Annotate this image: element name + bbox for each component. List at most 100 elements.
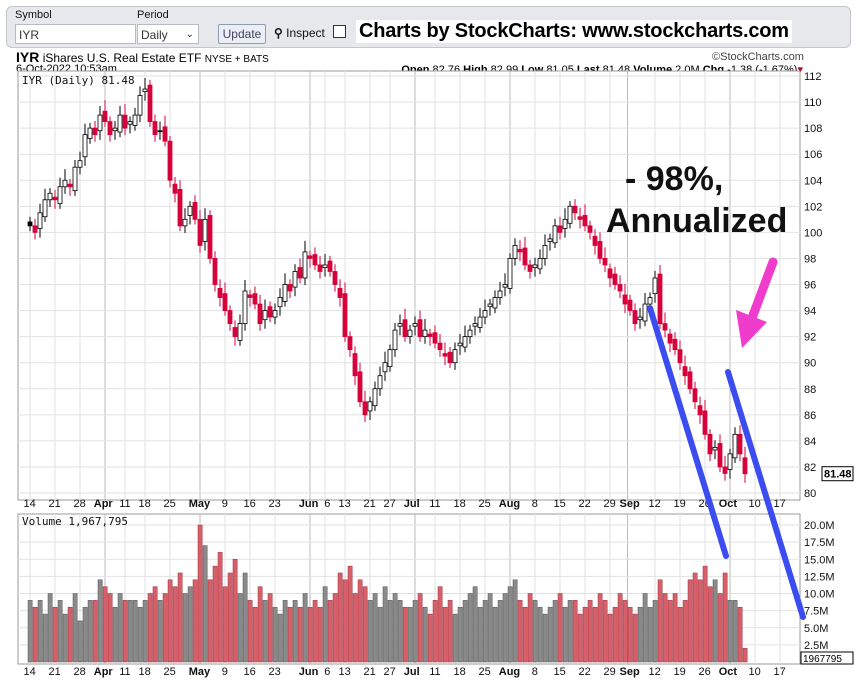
volume-bar [97, 579, 103, 663]
x-tick-label: 25 [164, 666, 176, 678]
candle-body [107, 121, 113, 136]
volume-bar [412, 600, 418, 663]
volume-tick-label: 12.5M [804, 571, 835, 583]
candle-body [252, 293, 258, 305]
volume-legend: Volume 1,967,795 [22, 515, 128, 528]
volume-bar [112, 606, 118, 663]
symbol-input[interactable]: IYR [15, 24, 136, 44]
volume-bar [527, 593, 533, 663]
volume-tick-label: 10.0M [804, 589, 835, 601]
toolbar: Symbol IYR Period Daily ⌄ Update ⚲ Inspec… [6, 6, 851, 48]
volume-bar [712, 579, 718, 663]
x-tick-label: Apr [94, 666, 114, 678]
volume-bar [702, 565, 708, 663]
candle-body [262, 310, 268, 321]
volume-bar [432, 600, 438, 663]
volume-bar [672, 593, 678, 663]
volume-tick-label: 7.5M [804, 606, 828, 618]
y-tick-label: 84 [804, 436, 816, 448]
candle-body [287, 284, 293, 292]
x-tick-label: Apr [94, 498, 114, 510]
inspect-label: Inspect [286, 26, 325, 40]
candle-body [232, 327, 238, 338]
candle-body [502, 284, 508, 288]
y-tick-label: 86 [804, 410, 816, 422]
candle-body [562, 218, 568, 229]
volume-bar [607, 613, 613, 663]
candle-body [122, 114, 128, 129]
x-tick-label: 6 [324, 666, 330, 678]
last-price-tag: 81.48 [824, 469, 852, 481]
volume-bar [207, 579, 213, 663]
volume-bar [242, 572, 248, 663]
volume-bar [192, 579, 198, 663]
x-tick-label: May [189, 666, 211, 678]
x-tick-label: 23 [269, 498, 281, 510]
x-tick-label: 16 [244, 666, 256, 678]
volume-bar [597, 593, 603, 663]
volume-bar [67, 606, 73, 663]
candle-body [702, 410, 708, 435]
y-tick-label: 94 [804, 306, 816, 318]
candle-body [497, 290, 503, 298]
volume-bar [257, 586, 263, 663]
candle-body [97, 114, 103, 132]
price-legend: IYR (Daily) 81.48 [22, 74, 135, 87]
x-tick-label: Jul [404, 666, 420, 678]
inspect-toggle[interactable]: ⚲ Inspect [274, 26, 325, 40]
candle-body [647, 297, 653, 305]
x-tick-label: 11 [429, 498, 440, 510]
volume-bar [737, 606, 743, 663]
x-tick-label: 28 [74, 666, 86, 678]
candle-body [707, 433, 713, 455]
candle-body [442, 353, 448, 357]
candle-body [437, 342, 443, 351]
candle-body [547, 238, 553, 242]
inspect-checkbox[interactable] [333, 25, 346, 38]
candle-body [527, 264, 533, 272]
volume-bar [57, 600, 63, 663]
candle-body [222, 293, 228, 311]
x-tick-label: 9 [222, 498, 228, 510]
volume-bar [147, 593, 153, 663]
volume-bar [102, 586, 108, 663]
candle-body [137, 95, 143, 116]
x-tick-label: 18 [454, 666, 466, 678]
candle-body [517, 248, 523, 253]
volume-bar [567, 600, 573, 663]
volume-bar [447, 600, 453, 663]
x-tick-label: 19 [674, 666, 686, 678]
candle-body [37, 212, 43, 229]
candle-body [87, 127, 93, 139]
volume-bar [372, 593, 378, 663]
y-tick-label: 102 [804, 201, 822, 213]
x-tick-label: 26 [699, 666, 711, 678]
volume-tick-label: 5.0M [804, 623, 828, 635]
volume-bar [552, 600, 558, 663]
volume-bar [502, 593, 508, 663]
y-tick-label: 80 [804, 488, 816, 500]
candle-body [432, 332, 438, 344]
volume-bar [237, 593, 243, 663]
trend-line-2 [725, 369, 806, 620]
volume-bar [417, 593, 423, 663]
candle-body [247, 294, 253, 298]
update-button[interactable]: Update [218, 24, 266, 44]
candle-body [622, 294, 628, 305]
candle-body [132, 114, 138, 126]
x-tick-label: 18 [454, 498, 466, 510]
search-icon: ⚲ [274, 26, 283, 40]
volume-bar [512, 579, 518, 663]
volume-bar [77, 620, 83, 663]
volume-bar [347, 565, 353, 663]
volume-bar [187, 586, 193, 663]
brand-banner: Charts by StockCharts: www.stockcharts.c… [356, 20, 792, 43]
y-tick-label: 106 [804, 149, 822, 161]
period-select[interactable]: Daily ⌄ [137, 24, 199, 44]
volume-bar [122, 600, 128, 663]
x-tick-label: 11 [119, 498, 130, 510]
volume-bar [377, 606, 383, 663]
candle-body [632, 310, 638, 324]
x-tick-label: Jul [404, 498, 420, 510]
volume-bar [422, 606, 428, 663]
